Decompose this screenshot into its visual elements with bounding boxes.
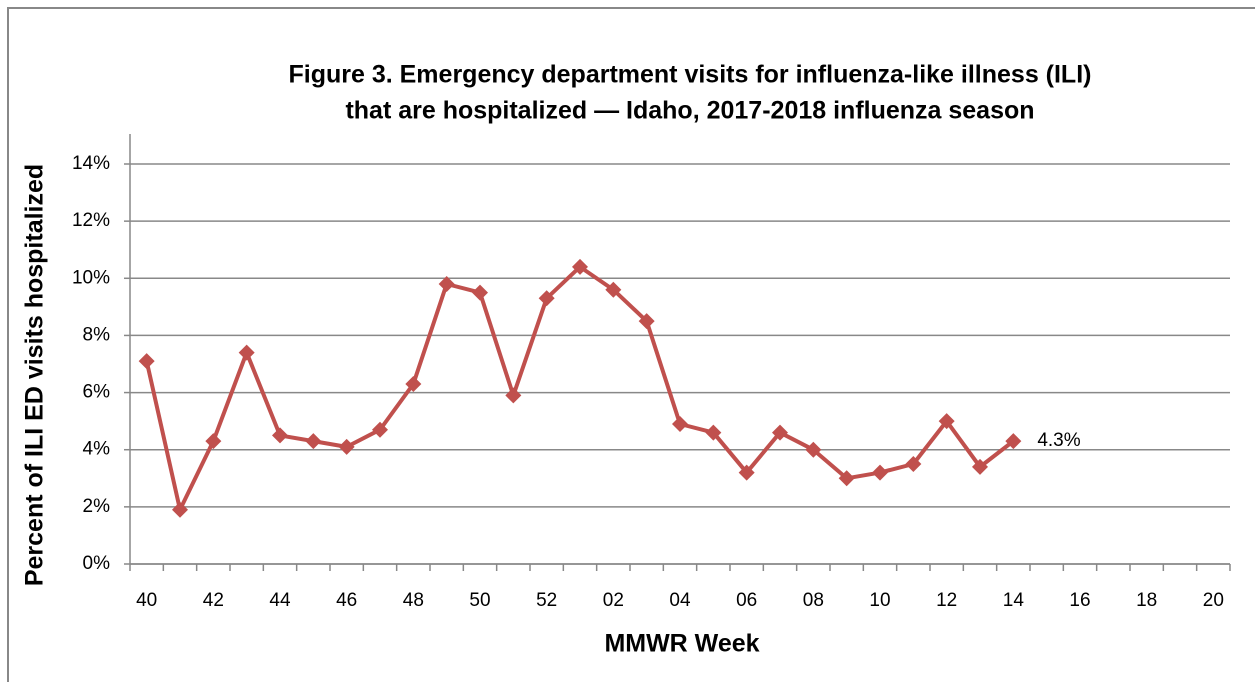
x-tick-label: 44 — [269, 590, 291, 611]
x-tick-label: 18 — [1136, 590, 1157, 611]
point-marker — [338, 438, 355, 455]
y-tick-label: 8% — [83, 324, 111, 345]
x-axis-title: MMWR Week — [604, 630, 759, 658]
y-axis-title: Percent of ILI ED visits hospitalized — [21, 164, 49, 586]
frame — [7, 7, 1255, 682]
point-marker — [172, 501, 188, 518]
point-marker — [738, 464, 755, 481]
point-marker — [505, 387, 522, 404]
point-marker — [238, 344, 255, 361]
x-tick-label: 10 — [869, 590, 890, 611]
y-tick-label: 4% — [83, 439, 111, 460]
point-marker — [372, 421, 388, 438]
x-tick-label: 08 — [803, 590, 824, 611]
point-marker — [905, 456, 922, 472]
point-marker — [972, 458, 988, 475]
point-marker — [805, 441, 822, 458]
x-tick-label: 52 — [536, 590, 557, 611]
point-marker — [138, 353, 155, 370]
point-marker — [405, 376, 422, 392]
point-marker — [872, 464, 888, 481]
point-marker — [772, 424, 788, 441]
x-tick-label: 12 — [936, 590, 957, 611]
x-tick-label: 02 — [603, 590, 624, 611]
x-tick-label: 04 — [669, 590, 691, 611]
point-marker — [672, 416, 688, 432]
point-marker — [438, 276, 455, 292]
x-tick-label: 50 — [469, 590, 490, 611]
x-tick-label: 16 — [1069, 590, 1090, 611]
x-tick-label: 20 — [1203, 590, 1224, 611]
point-marker — [638, 313, 655, 330]
point-marker — [472, 284, 488, 301]
x-tick-label: 06 — [736, 590, 757, 611]
y-tick-label: 0% — [83, 553, 111, 574]
y-tick-label: 10% — [72, 267, 110, 288]
point-marker — [272, 427, 288, 444]
x-tick-label: 46 — [336, 590, 357, 611]
point-marker — [572, 258, 588, 275]
chart-title: that are hospitalized — Idaho, 2017-2018… — [345, 97, 1034, 125]
x-tick-label: 42 — [203, 590, 224, 611]
y-tick-label: 2% — [83, 496, 111, 517]
x-tick-label: 40 — [136, 590, 157, 611]
point-marker — [305, 433, 322, 450]
y-tick-label: 12% — [72, 210, 110, 231]
x-tick-label: 14 — [1003, 590, 1025, 611]
point-marker — [538, 290, 555, 307]
chart-title: Figure 3. Emergency department visits fo… — [289, 61, 1092, 89]
x-tick-label: 48 — [403, 590, 424, 611]
point-marker — [205, 433, 222, 450]
y-tick-label: 6% — [83, 382, 111, 403]
point-marker — [705, 424, 722, 441]
point-marker — [838, 470, 855, 487]
point-marker — [605, 281, 622, 298]
data-label: 4.3% — [1037, 430, 1080, 451]
y-tick-label: 14% — [72, 153, 110, 174]
point-marker — [938, 413, 955, 430]
point-marker — [1005, 433, 1022, 450]
